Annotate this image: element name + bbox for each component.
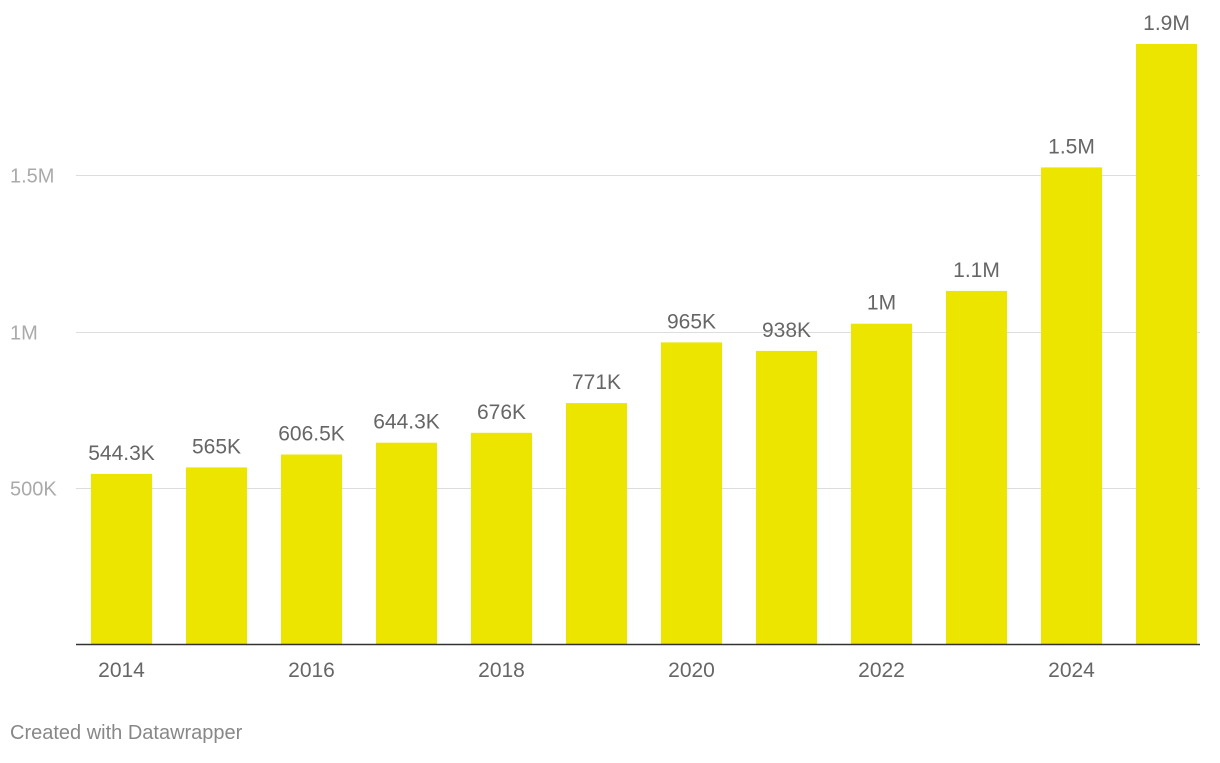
x-tick-label: 2018 [478,659,525,682]
y-tick-label: 1.5M [10,166,54,188]
bar-2017 [376,442,437,644]
value-labels: 544.3K 565K 606.5K 644.3K 676K 771K 965K 938K 1M… [88,12,1190,465]
value-label: 644.3K [373,411,440,434]
y-tick-label: 1M [10,323,38,345]
x-tick-label: 2014 [98,659,145,682]
x-tick-label: 2022 [858,659,905,682]
bars [91,44,1197,645]
bar-2025 [1136,44,1197,644]
x-tick-label: 2024 [1048,659,1095,682]
bar-2016 [281,454,342,644]
bar-2022 [851,323,912,644]
bar-2020 [661,342,722,644]
bar-2021 [756,350,817,644]
bar-2015 [186,467,247,644]
bar-2024 [1041,167,1102,644]
bar-2014 [91,473,152,644]
x-tick-label: 2016 [288,659,335,682]
value-label: 938K [762,319,811,342]
value-label: 965K [667,310,716,333]
value-label: 544.3K [88,442,155,465]
bar-2023 [946,290,1007,644]
value-label: 771K [572,371,621,394]
axes: 2014 2016 2018 2020 2022 2024 [76,643,1200,682]
value-label: 676K [477,401,526,424]
value-label: 565K [192,435,241,458]
footer-credit: Created with Datawrapper [10,722,243,744]
gridlines: 500K 1M 1.5M [10,166,1200,501]
value-label: 606.5K [278,423,345,446]
value-label: 1M [867,292,896,315]
bar-2018 [471,432,532,645]
bar-2019 [566,403,627,644]
y-tick-label: 500K [10,479,57,501]
x-tick-label: 2020 [668,659,715,682]
value-label: 1.9M [1143,12,1190,35]
value-label: 1.1M [953,259,1000,282]
value-label: 1.5M [1048,135,1095,158]
